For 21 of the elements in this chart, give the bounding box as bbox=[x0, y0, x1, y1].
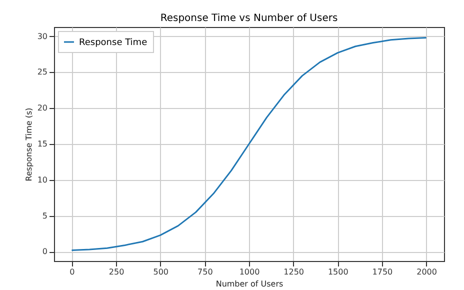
x-tick-label: 2000 bbox=[416, 268, 437, 276]
x-tick-label: 250 bbox=[108, 268, 124, 276]
y-tick-label: 10 bbox=[37, 175, 48, 184]
y-tick-label: 20 bbox=[37, 104, 48, 113]
x-tick-label: 1500 bbox=[328, 268, 348, 276]
y-tick-label: 30 bbox=[37, 32, 48, 41]
y-tick-label: 0 bbox=[42, 247, 48, 256]
x-tick-label: 1000 bbox=[239, 268, 260, 276]
x-tick-label: 500 bbox=[153, 268, 169, 276]
y-axis-title: Response Time (s) bbox=[24, 108, 34, 182]
x-tick-label: 0 bbox=[70, 268, 75, 276]
chart-title: Response Time vs Number of Users bbox=[160, 13, 338, 24]
x-tick-label: 1750 bbox=[372, 268, 393, 276]
x-tick-label: 750 bbox=[198, 268, 213, 276]
legend-label: Response Time bbox=[79, 38, 148, 48]
y-tick-label: 5 bbox=[42, 211, 48, 220]
line-series bbox=[70, 37, 428, 251]
x-axis-title: Number of Users bbox=[216, 280, 284, 288]
x-tick-label: 1250 bbox=[284, 268, 304, 276]
y-tick-label: 15 bbox=[37, 140, 48, 148]
y-tick-label: 25 bbox=[37, 68, 48, 77]
